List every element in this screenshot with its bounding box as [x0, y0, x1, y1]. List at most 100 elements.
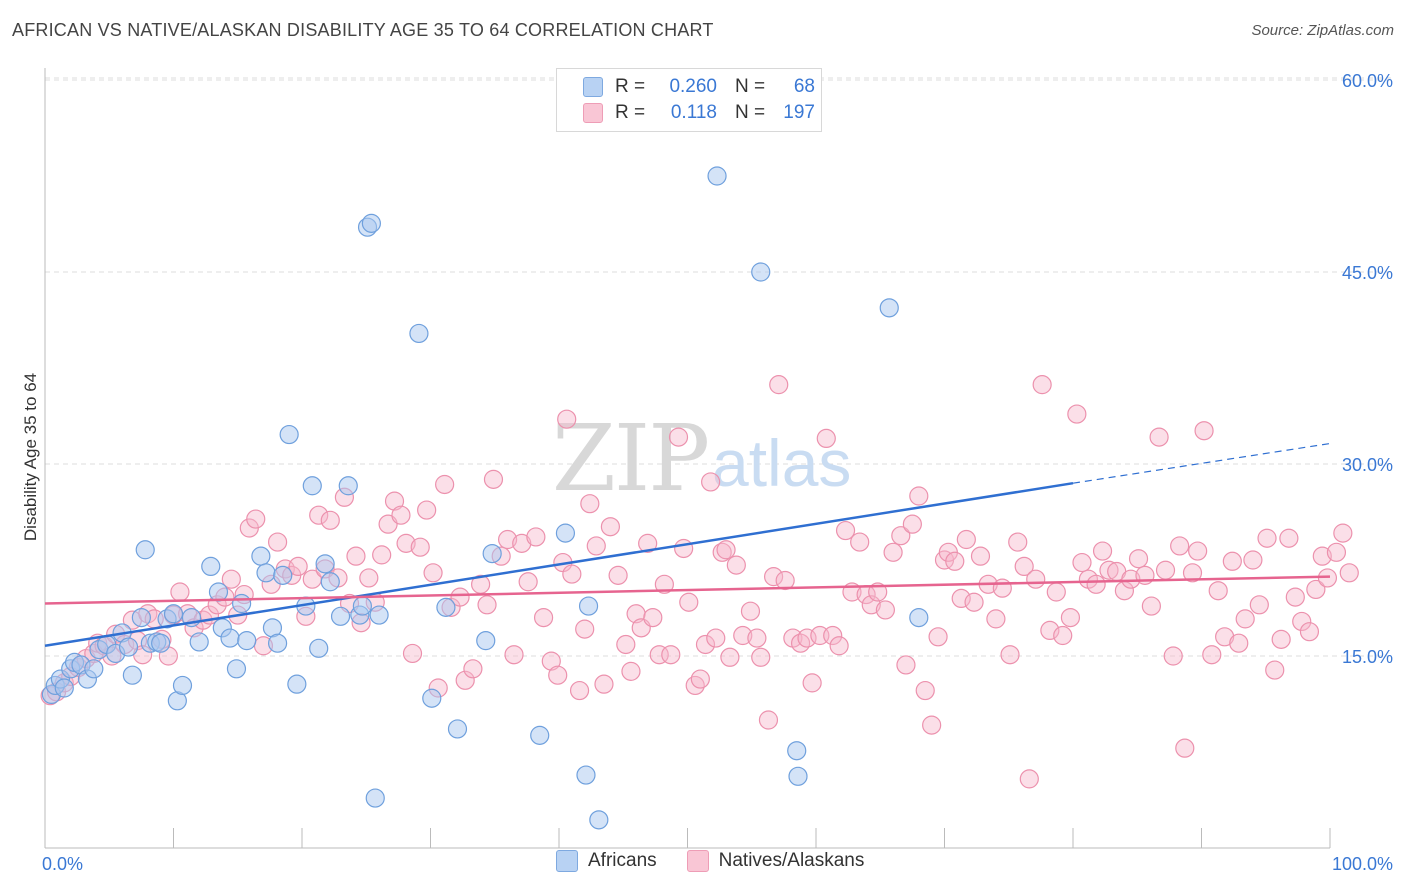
africans-point — [589, 810, 609, 830]
natives-point — [1215, 627, 1235, 647]
natives-point — [649, 645, 669, 665]
natives-point — [586, 536, 606, 556]
r-label: R = — [615, 102, 646, 123]
natives-point — [654, 574, 674, 594]
africans-trend-extension — [1072, 442, 1331, 484]
natives-point — [1128, 549, 1149, 569]
natives-point — [823, 625, 843, 646]
africans-point — [131, 607, 151, 628]
natives-point — [170, 582, 190, 602]
natives-point — [747, 628, 767, 648]
natives-point — [1312, 546, 1332, 566]
y-tick-label: 15.0% — [1342, 647, 1393, 667]
natives-point — [1141, 596, 1161, 616]
legend-label: Natives/Alaskans — [718, 850, 865, 871]
natives-point — [829, 636, 849, 656]
natives-point — [1072, 552, 1092, 573]
stats-row-natives: R = 0.118 N = 197 — [583, 101, 815, 125]
natives-point — [569, 680, 590, 701]
natives-point — [716, 540, 736, 560]
natives-point — [580, 494, 600, 514]
africans-point — [352, 596, 372, 616]
africans-point — [476, 631, 496, 651]
x-tick-labels: 0.0% 100.0% — [42, 854, 1393, 874]
natives-point — [850, 532, 870, 552]
africans-point — [172, 675, 193, 696]
stats-legend: R = 0.260 N = 68 R = 0.118 N = 197 — [556, 68, 822, 132]
africans-points — [41, 166, 929, 830]
natives-point — [868, 582, 888, 602]
africans-trend-line — [44, 481, 1074, 647]
africans-point — [118, 637, 139, 657]
x-tick-label-min: 0.0% — [42, 854, 83, 874]
africans-point — [436, 597, 456, 617]
x-tick-label-max: 100.0% — [1332, 854, 1393, 874]
africans-point — [315, 554, 335, 574]
natives-point — [790, 633, 811, 653]
natives-point — [1026, 569, 1046, 589]
natives-point — [896, 655, 916, 675]
watermark-atlas: atlas — [712, 426, 851, 500]
natives-point — [661, 645, 681, 665]
africans-point — [232, 593, 252, 614]
natives-point — [964, 592, 984, 612]
natives-point — [346, 546, 366, 566]
africans-swatch — [556, 850, 578, 872]
africans-point — [578, 596, 599, 616]
africans-point — [135, 540, 155, 560]
natives-point — [945, 551, 965, 571]
natives-point — [751, 647, 771, 667]
natives-point — [1155, 560, 1176, 580]
natives-point — [758, 710, 779, 730]
natives-point — [1053, 625, 1073, 646]
africans-point — [279, 424, 299, 445]
africans-point — [787, 741, 807, 761]
africans-point — [879, 298, 899, 318]
natives-trend-line — [44, 575, 1331, 605]
natives-point — [512, 533, 532, 553]
natives-point — [1032, 375, 1052, 395]
natives-point — [267, 532, 288, 552]
africans-point — [226, 659, 247, 679]
natives-point — [391, 505, 411, 525]
natives-point — [463, 659, 483, 679]
natives-point — [396, 533, 416, 553]
natives-point — [557, 409, 577, 429]
natives-point — [498, 529, 518, 550]
natives-point — [1292, 611, 1312, 632]
natives-point — [1170, 536, 1190, 556]
natives-point — [600, 517, 621, 537]
natives-point — [1306, 579, 1326, 600]
natives-point — [1121, 569, 1141, 589]
natives-point — [638, 533, 658, 553]
natives-swatch — [686, 850, 709, 872]
africans-point — [163, 604, 184, 624]
source-label: Source: ZipAtlas.com — [1251, 22, 1394, 39]
legend-item-africans: Africans — [556, 850, 657, 872]
africans-point — [237, 631, 257, 651]
y-tick-label: 30.0% — [1342, 455, 1393, 475]
natives-point — [726, 555, 746, 575]
africans-point — [287, 674, 307, 694]
natives-point — [992, 578, 1012, 598]
natives-point — [668, 427, 689, 447]
natives-point — [221, 569, 241, 589]
africans-point — [422, 688, 442, 708]
africans-point — [208, 582, 229, 602]
natives-point — [690, 669, 710, 689]
natives-point — [1182, 563, 1203, 583]
africans-point — [707, 166, 727, 186]
africans-point — [220, 628, 240, 648]
natives-point — [1299, 622, 1320, 642]
natives-point — [986, 609, 1006, 629]
africans-point — [330, 606, 351, 626]
natives-swatch — [583, 103, 603, 123]
natives-point — [1279, 528, 1299, 548]
natives-point — [775, 570, 795, 591]
y-tick-labels: 15.0% 30.0% 45.0% 60.0% — [1342, 71, 1393, 667]
natives-point — [956, 529, 976, 550]
natives-point — [533, 607, 554, 628]
natives-point — [902, 514, 922, 534]
africans-point — [201, 556, 221, 577]
